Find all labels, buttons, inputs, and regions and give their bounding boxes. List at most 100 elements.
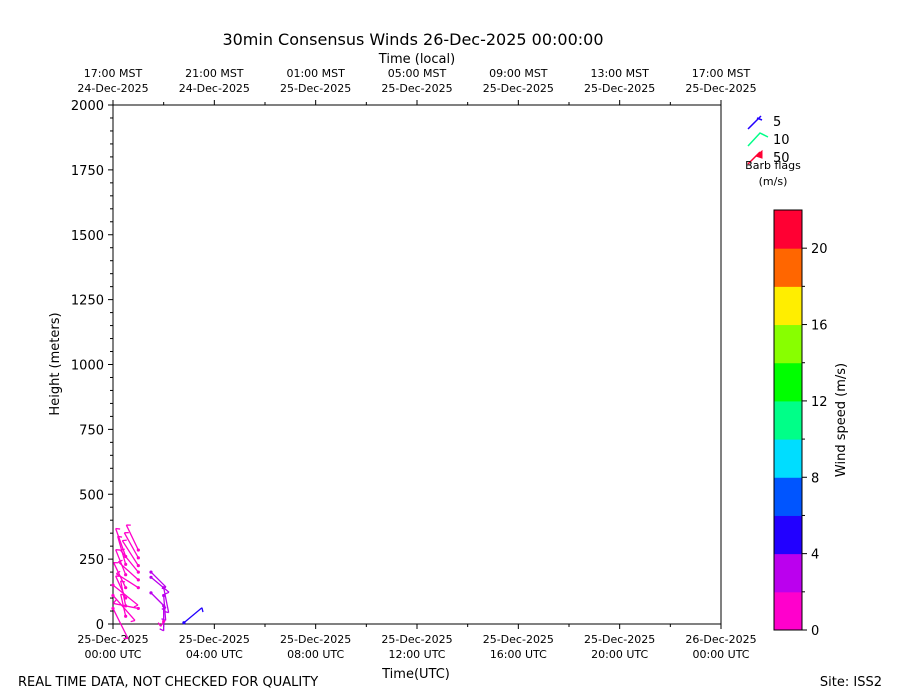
- y-tick-label: 250: [79, 553, 104, 568]
- barb-shaft: [163, 587, 170, 613]
- barb-shaft: [160, 621, 165, 627]
- barb-flag: [130, 619, 136, 623]
- barb-flag: [164, 591, 170, 595]
- legend-barb-flag: [756, 117, 763, 121]
- barb-flag: [115, 527, 121, 530]
- colorbar-segment: [774, 591, 802, 631]
- barb-flag: [159, 628, 164, 632]
- x-tick-label-date: 25-Dec-2025: [381, 633, 452, 646]
- wind-barb: [115, 549, 128, 577]
- barb-shaft: [115, 549, 127, 575]
- barb-shaft: [123, 532, 139, 559]
- wind-barb: [119, 548, 140, 574]
- x-top-tick-label-date: 25-Dec-2025: [685, 82, 756, 95]
- barb-shaft: [121, 540, 139, 566]
- y-tick-label: 1750: [71, 164, 104, 179]
- colorbar-segment: [774, 362, 802, 402]
- colorbar-segment: [774, 400, 802, 440]
- x-top-tick-label-time: 13:00 MST: [590, 67, 649, 80]
- barb-flag: [118, 559, 123, 563]
- x-tick-label-date: 25-Dec-2025: [280, 633, 351, 646]
- colorbar-label: Wind speed (m/s): [834, 363, 849, 477]
- colorbar-segment: [774, 553, 802, 593]
- wind-barb: [149, 575, 170, 595]
- x-tick-label-date: 25-Dec-2025: [483, 633, 554, 646]
- x-top-tick-label-time: 09:00 MST: [489, 67, 548, 80]
- wind-barb: [182, 607, 204, 625]
- barb-shaft: [115, 528, 127, 557]
- colorbar-tick-label: 20: [811, 242, 828, 257]
- barb-shaft: [117, 561, 139, 581]
- x-tick-label-date: 25-Dec-2025: [77, 633, 148, 646]
- x-axis-label: Time(UTC): [381, 667, 450, 682]
- y-tick-label: 750: [79, 423, 104, 438]
- legend-barb-symbol: [747, 132, 769, 147]
- wind-barb: [157, 619, 166, 627]
- barb-shaft: [150, 571, 167, 588]
- x-tick-label-time: 16:00 UTC: [490, 648, 547, 661]
- wind-barb: [121, 539, 140, 568]
- y-tick-label: 1250: [71, 294, 104, 309]
- barb-flag: [120, 580, 126, 583]
- x-top-tick-label-time: 17:00 MST: [84, 67, 143, 80]
- x-tick-label-time: 00:00 UTC: [84, 648, 141, 661]
- barb-flag: [112, 599, 117, 604]
- legend-title: Barb flags: [745, 159, 801, 172]
- legend-barb-flag: [754, 149, 763, 159]
- x-top-tick-label-date: 24-Dec-2025: [77, 82, 148, 95]
- colorbar-segment: [774, 439, 802, 478]
- x-top-tick-label-time: 21:00 MST: [185, 67, 244, 80]
- barb-shaft: [125, 524, 139, 551]
- y-tick-label: 1000: [71, 359, 104, 374]
- barb-shaft: [113, 602, 139, 610]
- colorbar-frame: [773, 209, 803, 631]
- wind-barb: [112, 599, 140, 611]
- x-tick-label-date: 25-Dec-2025: [584, 633, 655, 646]
- x-top-tick-label-date: 25-Dec-2025: [483, 82, 554, 95]
- legend-barb-symbol: [747, 115, 762, 130]
- legend-units: (m/s): [759, 175, 788, 188]
- x-tick-label-time: 00:00 UTC: [692, 648, 749, 661]
- x-tick-label-time: 04:00 UTC: [186, 648, 243, 661]
- colorbar-segment: [774, 248, 802, 287]
- x-tick-label-date: 25-Dec-2025: [179, 633, 250, 646]
- y-tick-label: 0: [96, 618, 104, 633]
- x-tick-label-time: 12:00 UTC: [388, 648, 445, 661]
- x-top-tick-label-time: 17:00 MST: [692, 67, 751, 80]
- x-tick-label-time: 08:00 UTC: [287, 648, 344, 661]
- barb-shaft: [163, 595, 167, 621]
- y-tick-label: 500: [79, 488, 104, 503]
- footer-site: Site: ISS2: [820, 675, 882, 690]
- plot-frame: [112, 104, 722, 625]
- barb-flag: [133, 604, 139, 608]
- chart-title: 30min Consensus Winds 26-Dec-2025 00:00:…: [222, 30, 603, 49]
- wind-barb: [111, 606, 129, 640]
- colorbar-segment: [774, 286, 802, 326]
- barb-shaft: [112, 584, 139, 606]
- barb-flag: [157, 622, 162, 627]
- wind-barb: [125, 524, 140, 552]
- wind-barb: [159, 604, 166, 632]
- colorbar-segment: [774, 324, 802, 364]
- barb-shaft: [115, 573, 139, 589]
- colorbar-tick-label: 0: [811, 624, 819, 639]
- barb-flag: [117, 535, 123, 538]
- barb-flag: [115, 570, 121, 575]
- colorbar-segment: [774, 515, 802, 555]
- colorbar-tick-label: 4: [811, 548, 819, 563]
- barb-flag: [120, 548, 125, 551]
- wind-barb: [117, 559, 140, 582]
- y-tick-label: 2000: [71, 99, 104, 114]
- x-top-tick-label-date: 25-Dec-2025: [381, 82, 452, 95]
- barb-shaft: [119, 549, 139, 573]
- legend-item-label: 10: [773, 133, 790, 148]
- y-tick-label: 1500: [71, 229, 104, 244]
- colorbar-tick-label: 8: [811, 471, 819, 486]
- legend-item-label: 5: [773, 115, 781, 130]
- x-top-tick-label-time: 05:00 MST: [388, 67, 447, 80]
- x-top-tick-label-date: 25-Dec-2025: [280, 82, 351, 95]
- barb-shaft: [112, 608, 129, 639]
- wind-barb: [111, 583, 139, 608]
- y-axis-label: Height (meters): [48, 312, 63, 415]
